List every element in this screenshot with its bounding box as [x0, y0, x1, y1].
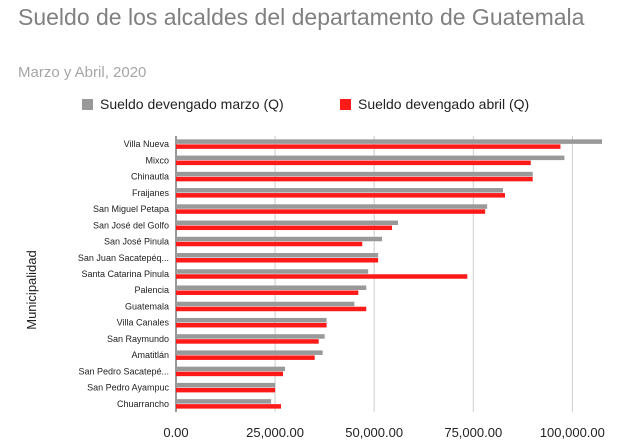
category-label: Villa Canales: [117, 318, 170, 328]
legend-swatch-marzo: [82, 99, 93, 110]
category-label: San José Pinula: [104, 237, 169, 247]
legend: Sueldo devengado marzo (Q) Sueldo deveng…: [0, 96, 640, 116]
category-label: Palencia: [134, 285, 169, 295]
grid-lines: [175, 136, 573, 412]
bar-marzo: [176, 204, 488, 209]
x-tick-label: 25,000.00: [246, 425, 304, 440]
bar-marzo: [176, 301, 355, 307]
chart-subtitle: Marzo y Abril, 2020: [18, 64, 147, 81]
x-tick-label: 0.00: [163, 425, 188, 440]
bar-marzo: [176, 253, 379, 258]
legend-swatch-abril: [340, 99, 351, 110]
category-label: Mixco: [145, 155, 169, 165]
bar-marzo: [176, 171, 533, 177]
category-label: San José del Golfo: [93, 220, 169, 230]
category-label: Chuarrancho: [117, 399, 169, 409]
x-tick-label: 50,000.00: [345, 425, 403, 440]
bar-marzo: [176, 155, 565, 161]
bar-abril: [176, 322, 327, 328]
category-label: Amatitlán: [131, 350, 169, 360]
bar-marzo: [176, 236, 383, 242]
bar-abril: [176, 258, 379, 263]
bar-abril: [176, 225, 393, 231]
category-labels: Villa Nueva Mixco Chinautla Fraijanes San Mi…: [78, 139, 170, 409]
bars: [176, 139, 603, 409]
category-label: Chinautla: [131, 172, 169, 182]
bar-abril: [176, 290, 359, 295]
category-label: San Miguel Petapa: [93, 204, 169, 214]
category-label: San Pedro Sacatepé...: [78, 366, 169, 376]
bar-marzo: [176, 382, 276, 388]
y-axis-label: Municipalidad: [24, 250, 39, 330]
bar-abril: [176, 209, 486, 214]
bar-abril: [176, 355, 315, 360]
bar-marzo: [176, 220, 398, 226]
bar-marzo: [176, 317, 327, 323]
category-label: San Pedro Ayampuc: [87, 383, 169, 393]
bar-marzo: [176, 399, 272, 404]
chart-title: Sueldo de los alcaldes del departamento …: [18, 4, 585, 30]
category-label: Guatemala: [125, 301, 169, 311]
bar-abril: [176, 339, 319, 344]
category-label: Fraijanes: [132, 188, 170, 198]
category-label: San Juan Sacatepéq...: [78, 253, 169, 263]
bar-abril: [176, 371, 284, 377]
legend-label-marzo: Sueldo devengado marzo (Q): [100, 96, 284, 112]
bar-abril: [176, 387, 276, 393]
bar-abril: [176, 404, 282, 409]
bar-marzo: [176, 285, 367, 290]
bar-marzo: [176, 139, 603, 144]
bar-abril: [176, 160, 531, 166]
bar-marzo: [176, 350, 323, 355]
bar-marzo: [176, 334, 325, 339]
bar-abril: [176, 144, 561, 149]
category-label: Villa Nueva: [124, 139, 169, 149]
bar-abril: [176, 193, 505, 198]
bar-abril: [176, 176, 533, 182]
bar-marzo: [176, 269, 369, 274]
bar-abril: [176, 274, 468, 279]
bar-marzo: [176, 366, 285, 372]
category-label: Santa Catarina Pinula: [81, 269, 169, 279]
x-tick-label: 100,000.00: [540, 425, 605, 440]
bar-abril: [176, 241, 363, 247]
x-tick-labels: 0.00 25,000.00 50,000.00 75,000.00 100,000.0…: [163, 425, 605, 440]
bar-abril: [176, 306, 367, 312]
category-label: San Raymundo: [107, 334, 169, 344]
bar-marzo: [176, 188, 503, 193]
legend-label-abril: Sueldo devengado abril (Q): [358, 96, 530, 112]
x-tick-label: 75,000.00: [444, 425, 502, 440]
